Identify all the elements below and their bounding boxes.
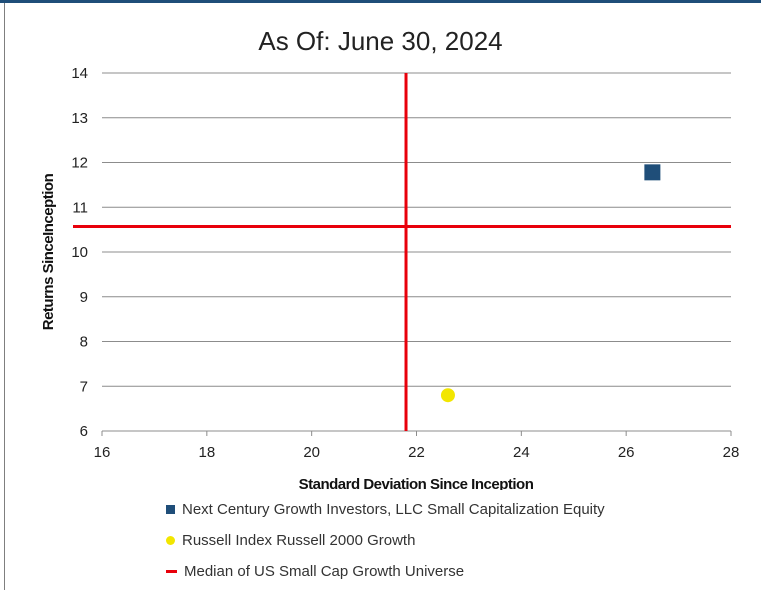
x-tick-label: 16 bbox=[94, 444, 111, 461]
data-points bbox=[440, 164, 661, 403]
legend-label: Median of US Small Cap Growth Universe bbox=[184, 563, 465, 580]
legend-item-russell: Russell Index Russell 2000 Growth bbox=[166, 525, 605, 556]
y-tick-label: 8 bbox=[80, 334, 88, 351]
x-tick-label: 20 bbox=[303, 444, 320, 461]
point-russell-2000-growth bbox=[440, 388, 455, 403]
y-tick-labels: 6 7 8 9 10 11 12 13 14 bbox=[71, 65, 88, 440]
y-tick-label: 10 bbox=[71, 244, 88, 261]
y-tick-label: 6 bbox=[80, 423, 88, 440]
x-tick-labels: 16 18 20 22 24 26 28 bbox=[94, 444, 740, 461]
x-tick-label: 18 bbox=[198, 444, 215, 461]
y-tick-label: 14 bbox=[71, 65, 88, 82]
gridlines bbox=[101, 72, 732, 436]
y-tick-label: 7 bbox=[80, 378, 88, 395]
y-tick-label: 9 bbox=[80, 289, 88, 306]
x-axis-title: Standard Deviation Since Inception bbox=[299, 476, 534, 490]
y-tick-label: 11 bbox=[72, 199, 88, 216]
x-tick-label: 28 bbox=[723, 444, 740, 461]
legend-item-median: Median of US Small Cap Growth Universe bbox=[166, 556, 605, 587]
legend-item-next-century: Next Century Growth Investors, LLC Small… bbox=[166, 494, 605, 525]
x-tick-label: 22 bbox=[408, 444, 425, 461]
legend-label: Next Century Growth Investors, LLC Small… bbox=[182, 501, 605, 518]
median-lines bbox=[73, 73, 731, 431]
left-rule bbox=[4, 3, 5, 590]
y-axis-title: Returns SinceInception bbox=[40, 173, 57, 330]
chart-title: As Of: June 30, 2024 bbox=[258, 26, 503, 56]
x-tick-label: 24 bbox=[513, 444, 530, 461]
circle-marker-icon bbox=[166, 536, 175, 545]
top-rule bbox=[0, 0, 761, 3]
scatter-plot: 16 18 20 22 24 26 28 6 7 8 9 10 11 12 13 14 Standard D… bbox=[40, 65, 740, 490]
legend: Next Century Growth Investors, LLC Small… bbox=[166, 494, 605, 587]
y-tick-label: 13 bbox=[71, 110, 88, 127]
y-tick-label: 12 bbox=[71, 155, 88, 172]
x-tick-label: 26 bbox=[618, 444, 635, 461]
line-marker-icon bbox=[166, 570, 177, 573]
square-marker-icon bbox=[166, 505, 175, 514]
point-next-century bbox=[644, 164, 661, 181]
legend-label: Russell Index Russell 2000 Growth bbox=[182, 532, 416, 549]
